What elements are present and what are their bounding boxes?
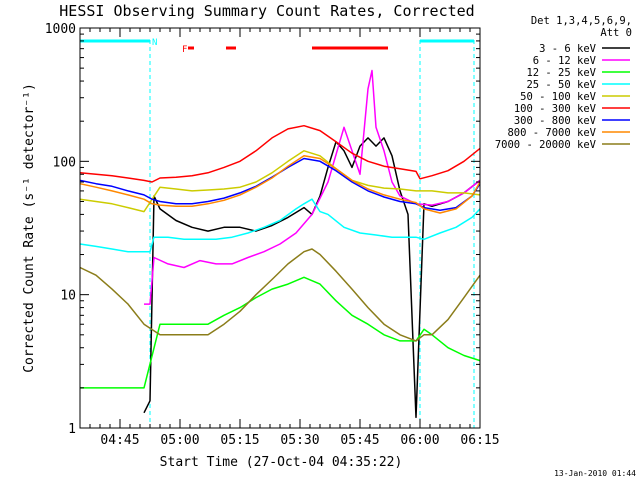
series-line-8 xyxy=(79,248,481,342)
legend-label-0: 3 - 6 keV xyxy=(539,43,597,55)
legend-label-5: 100 - 300 keV xyxy=(514,103,597,115)
legend-label-6: 300 - 800 keV xyxy=(514,115,597,127)
x-tick-label-6: 06:15 xyxy=(460,433,499,448)
series-line-2 xyxy=(80,276,481,389)
series-line-4 xyxy=(79,150,481,213)
x-tick-label-3: 05:30 xyxy=(280,433,319,448)
footer-timestamp: 13-Jan-2010 01:44 xyxy=(554,469,636,478)
legend-label-3: 25 - 50 keV xyxy=(526,79,596,91)
y-tick-label-2: 100 xyxy=(53,155,76,170)
legend-label-2: 12 - 25 keV xyxy=(526,67,596,79)
x-axis-label: Start Time (27-Oct-04 04:35:22) xyxy=(160,455,403,470)
legend-label-8: 7000 - 20000 keV xyxy=(495,139,597,151)
x-tick-label-4: 05:45 xyxy=(340,433,379,448)
y-axis: 1 10 100 1000 xyxy=(45,22,480,437)
series-line-7 xyxy=(79,155,481,214)
y-tick-label-0: 1 xyxy=(68,422,76,437)
series-line-3 xyxy=(79,198,481,253)
legend-label-7: 800 - 7000 keV xyxy=(507,127,596,139)
legend-label-4: 50 - 100 keV xyxy=(520,91,597,103)
y-axis-label: Corrected Count Rate (s⁻¹ detector⁻¹) xyxy=(22,83,37,373)
flag-F-label: F xyxy=(182,45,187,55)
x-axis: 04:45 05:00 05:15 05:30 05:45 06:00 06:15 xyxy=(79,28,500,448)
chart-title: HESSI Observing Summary Count Rates, Cor… xyxy=(59,2,474,20)
legend-header-0: Det 1,3,4,5,6,9, xyxy=(531,15,632,27)
x-tick-label-2: 05:15 xyxy=(220,433,259,448)
series-line-0 xyxy=(143,137,481,419)
y-tick-label-3: 1000 xyxy=(45,22,76,37)
x-tick-label-1: 05:00 xyxy=(160,433,199,448)
flag-bars: NF xyxy=(80,38,475,428)
series-line-5 xyxy=(79,124,481,183)
flag-N-label: N xyxy=(152,38,157,48)
y-tick-label-1: 10 xyxy=(60,289,76,304)
legend-label-1: 6 - 12 keV xyxy=(533,55,597,67)
x-tick-label-0: 04:45 xyxy=(100,433,139,448)
legend-header-1: Att 0 xyxy=(600,27,632,39)
series-lines xyxy=(79,69,481,419)
x-tick-label-5: 06:00 xyxy=(400,433,439,448)
